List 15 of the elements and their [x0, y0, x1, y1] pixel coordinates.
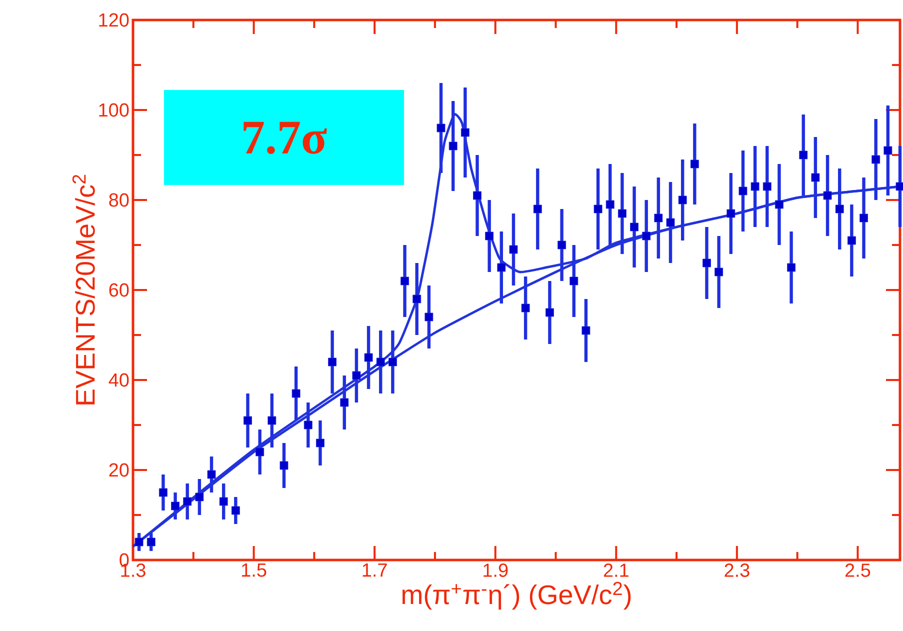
- x-tick-label: 2.3: [724, 564, 750, 577]
- x-tick-label: 1.7: [362, 564, 387, 577]
- y-tick-label: 100: [99, 103, 129, 117]
- x-tick-label: 2.5: [845, 564, 870, 577]
- x-tick-label: 2.1: [604, 564, 628, 577]
- y-tick-label: 20: [109, 463, 129, 477]
- y-tick-label: 80: [109, 193, 129, 207]
- x-tick-label: 1.5: [242, 564, 266, 577]
- x-tick-label: 1.9: [484, 564, 508, 577]
- y-tick-label: 60: [109, 283, 129, 297]
- annotation: 7.7σ: [244, 122, 327, 154]
- x-axis-title: m(π$^{+}$π$^{-}$η´) (GeV/c$^{2}$): [402, 582, 631, 610]
- y-axis-title: EVENTS/20MeV/c$^{2}$: [72, 174, 95, 404]
- y-tick-label: 120: [99, 13, 129, 27]
- y-tick-label: 40: [108, 373, 129, 387]
